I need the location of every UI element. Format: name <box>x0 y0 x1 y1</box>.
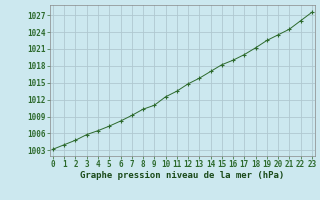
X-axis label: Graphe pression niveau de la mer (hPa): Graphe pression niveau de la mer (hPa) <box>80 171 284 180</box>
